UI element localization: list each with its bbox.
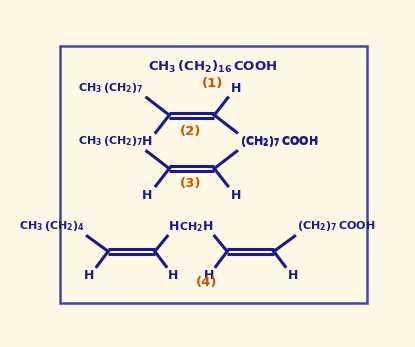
Text: H: H	[231, 82, 242, 94]
Text: H: H	[142, 135, 153, 148]
Text: $\mathregular{(CH_2)_7\,COOH}$: $\mathregular{(CH_2)_7\,COOH}$	[240, 134, 318, 148]
Text: H: H	[231, 189, 242, 202]
Text: $\mathregular{(CH_2)_7\,COOH}$: $\mathregular{(CH_2)_7\,COOH}$	[297, 219, 376, 233]
Text: H: H	[168, 269, 178, 282]
Text: H: H	[84, 269, 94, 282]
Text: H: H	[142, 189, 153, 202]
Text: (3): (3)	[179, 177, 201, 190]
Text: H: H	[203, 220, 213, 234]
Text: $\mathregular{CH_3\,(CH_2)_7}$: $\mathregular{CH_3\,(CH_2)_7}$	[78, 134, 144, 148]
Text: $\mathregular{(CH_2)_7\,COOH}$: $\mathregular{(CH_2)_7\,COOH}$	[240, 135, 318, 149]
Text: H: H	[169, 220, 179, 234]
Text: $\mathregular{CH_2}$: $\mathregular{CH_2}$	[178, 220, 203, 234]
Text: (2): (2)	[179, 125, 201, 138]
Text: H: H	[288, 269, 298, 282]
Text: (1): (1)	[202, 77, 223, 90]
Text: $\mathregular{CH_3\,(CH_2)_7}$: $\mathregular{CH_3\,(CH_2)_7}$	[78, 81, 144, 94]
Text: (4): (4)	[195, 276, 217, 289]
Text: $\mathregular{CH_3\,(CH_2)_4}$: $\mathregular{CH_3\,(CH_2)_4}$	[19, 219, 85, 233]
FancyBboxPatch shape	[60, 46, 367, 304]
Text: H: H	[204, 269, 214, 282]
Text: $\mathregular{CH_3\,(CH_2)_{16}\,COOH}$: $\mathregular{CH_3\,(CH_2)_{16}\,COOH}$	[148, 59, 277, 75]
